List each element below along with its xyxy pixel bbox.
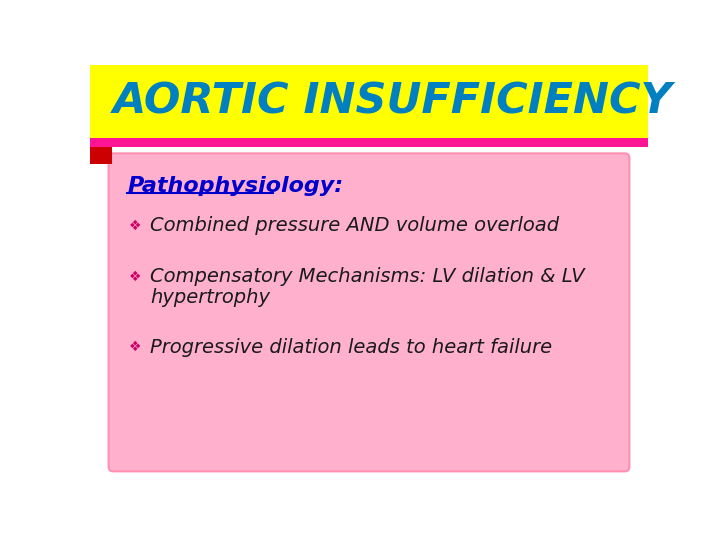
Text: ❖: ❖	[129, 340, 141, 354]
Text: Progressive dilation leads to heart failure: Progressive dilation leads to heart fail…	[150, 338, 552, 357]
Text: Compensatory Mechanisms: LV dilation & LV: Compensatory Mechanisms: LV dilation & L…	[150, 267, 585, 286]
FancyBboxPatch shape	[109, 153, 629, 471]
Text: ❖: ❖	[129, 219, 141, 233]
Bar	[90, 65, 648, 138]
Text: Combined pressure AND volume overload: Combined pressure AND volume overload	[150, 216, 559, 235]
Bar	[90, 138, 648, 147]
Bar	[90, 147, 112, 164]
Text: hypertrophy: hypertrophy	[150, 288, 271, 307]
Text: Pathophysiology:: Pathophysiology:	[127, 176, 343, 195]
Text: AORTIC INSUFFICIENCY: AORTIC INSUFFICIENCY	[112, 80, 672, 123]
Text: ❖: ❖	[129, 269, 141, 284]
